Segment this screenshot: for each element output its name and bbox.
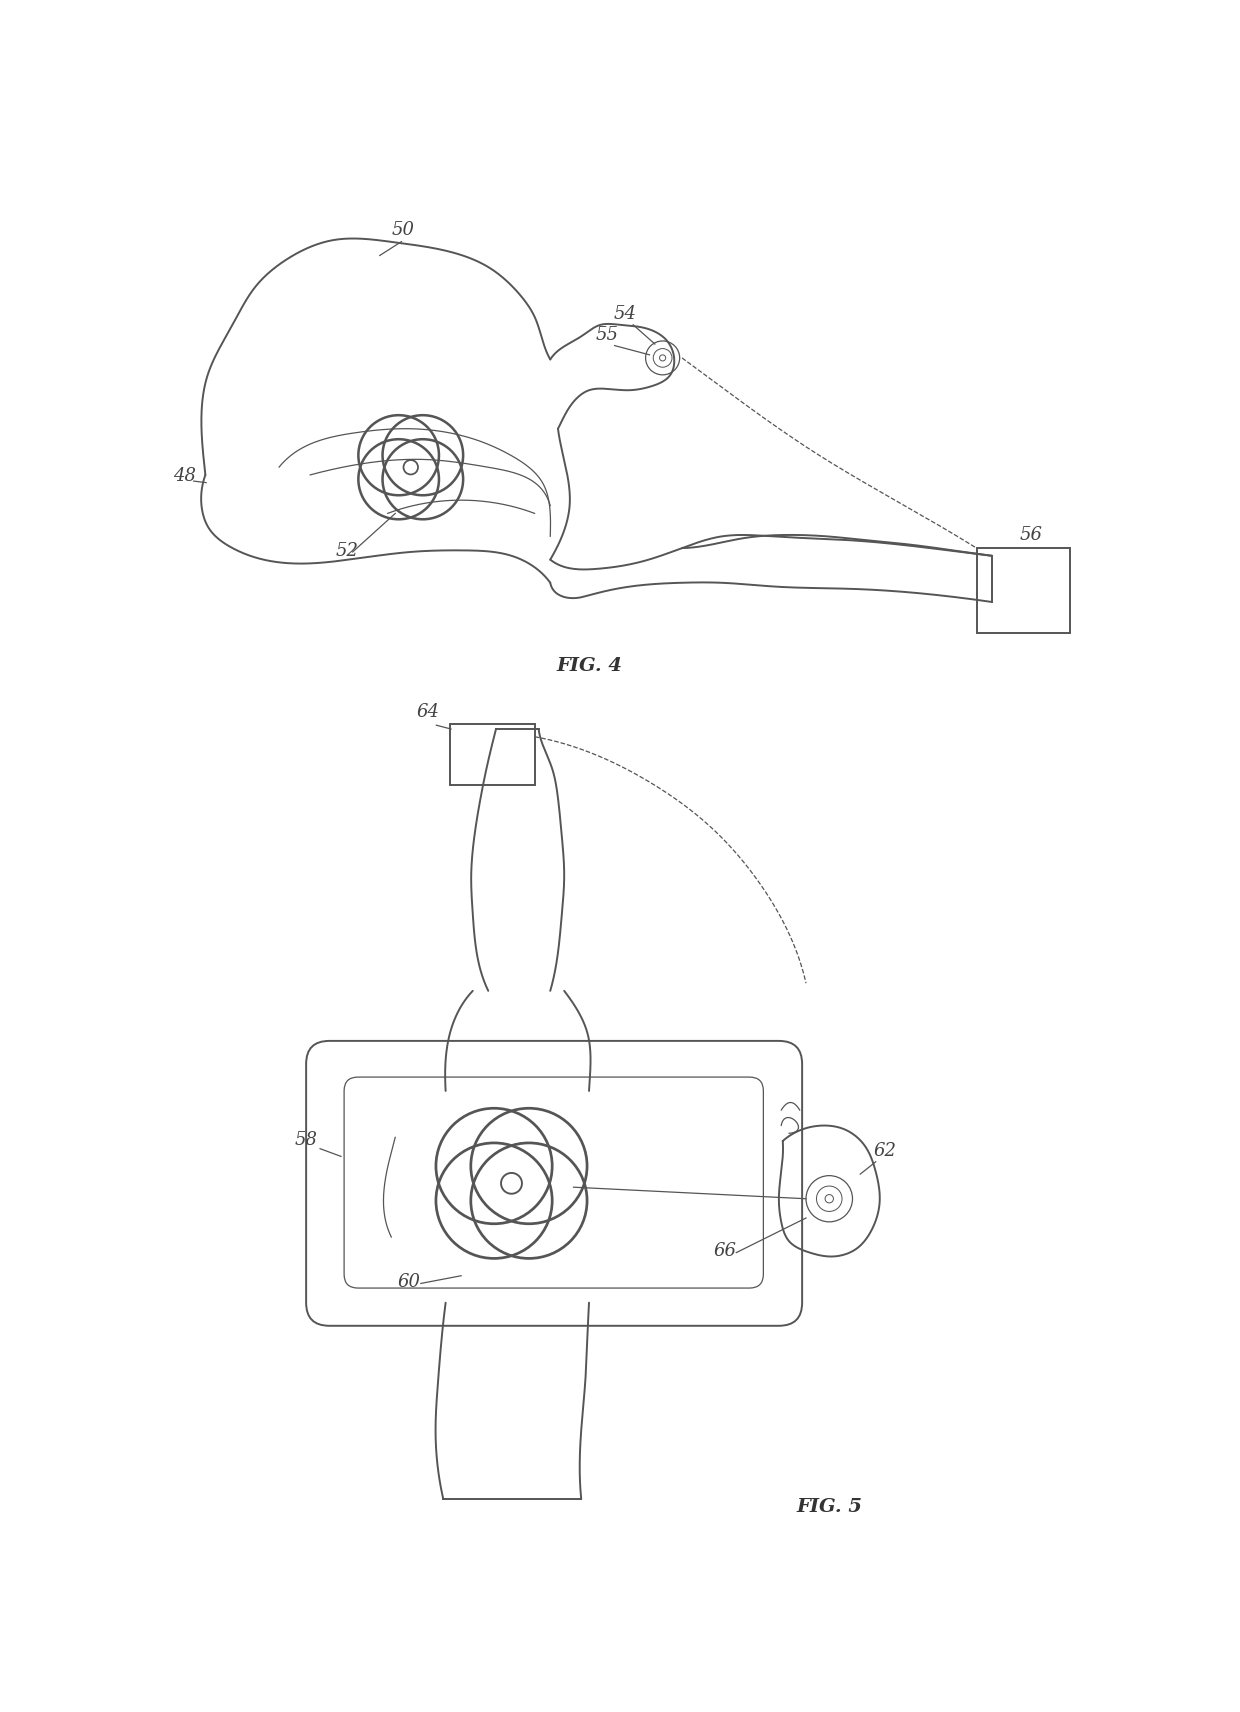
- Text: 60: 60: [398, 1274, 420, 1291]
- Text: 54: 54: [614, 305, 637, 324]
- Text: 62: 62: [873, 1142, 897, 1161]
- Bar: [449, 724, 534, 786]
- Text: FIG. 4: FIG. 4: [556, 657, 622, 675]
- Text: 58: 58: [295, 1132, 317, 1149]
- Text: 64: 64: [417, 704, 439, 721]
- Text: 55: 55: [595, 327, 619, 344]
- Bar: [977, 548, 1069, 633]
- Text: 48: 48: [172, 467, 196, 484]
- Text: FIG. 5: FIG. 5: [796, 1498, 862, 1515]
- Text: 66: 66: [713, 1243, 737, 1260]
- Text: 50: 50: [392, 221, 414, 238]
- Text: 56: 56: [1019, 526, 1043, 544]
- Text: 52: 52: [336, 541, 358, 560]
